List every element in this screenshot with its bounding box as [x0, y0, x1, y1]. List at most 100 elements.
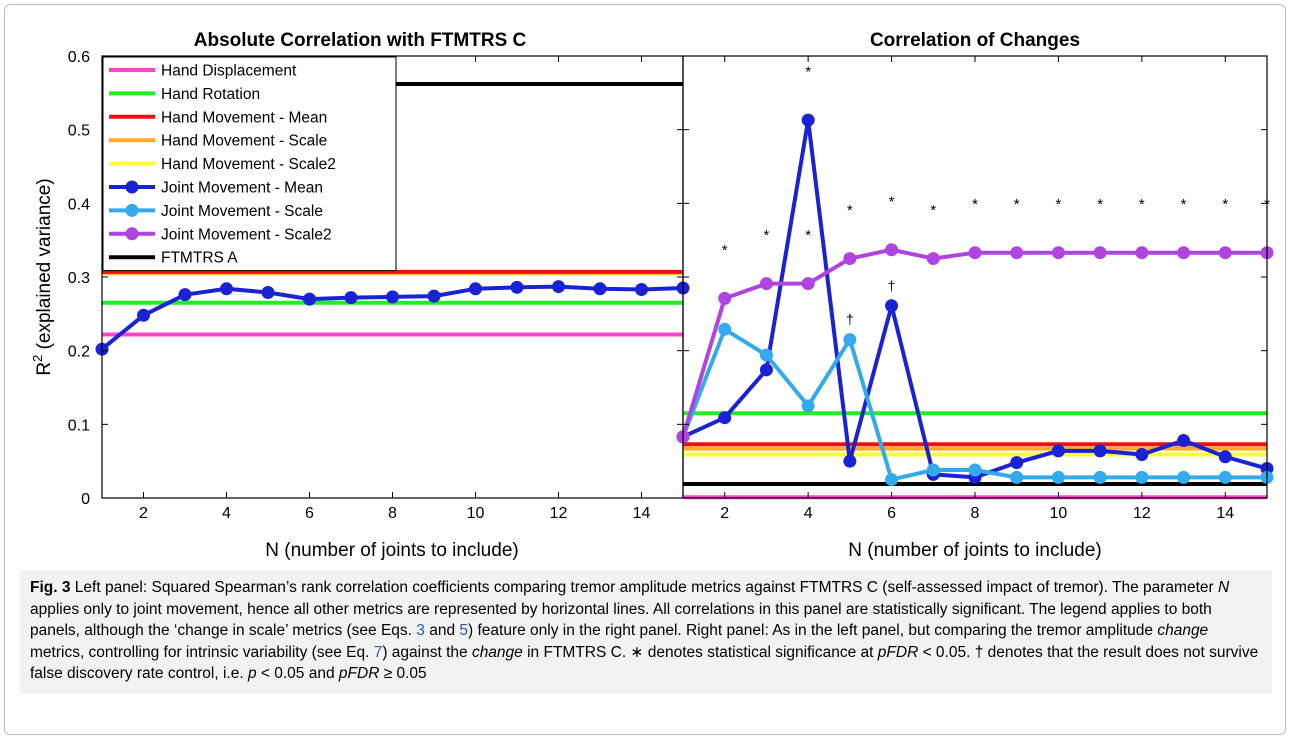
left-panel: 2 4 6 8 10 12 14 0 0.1 0.2 0.3 0.4 0.5 0.6: [68, 49, 690, 522]
significance-asterisk: *: [805, 64, 811, 81]
right-point-joint-movement-scale: [1051, 470, 1065, 484]
caption-text: in FTMTRS C. ∗ denotes statistical signi…: [522, 643, 878, 661]
right-x-tick-label: 12: [1133, 505, 1151, 522]
left-x-axis-label: N (number of joints to include): [265, 540, 518, 561]
right-plot-area: [683, 56, 1267, 498]
significance-asterisk: *: [889, 193, 895, 210]
significance-asterisk: *: [972, 196, 978, 213]
significance-asterisk: *: [805, 227, 811, 244]
dagger-marker: †: [888, 277, 896, 293]
y-axis-label: R2 (explained variance): [30, 178, 55, 375]
legend-label-hand-movement-scale2: Hand Movement - Scale2: [161, 156, 336, 173]
right-point-joint-movement-scale: [801, 399, 815, 413]
right-x-tick-label: 4: [804, 505, 813, 522]
right-point-joint-movement-mean: [1010, 456, 1024, 470]
left-x-tick-label: 14: [633, 505, 651, 522]
caption-italic-change: change: [1157, 622, 1209, 639]
figure-caption: Fig. 3 Left panel: Squared Spearman’s ra…: [20, 571, 1272, 693]
right-x-tick-label: 10: [1050, 505, 1068, 522]
equation-link-3[interactable]: 3: [416, 622, 425, 639]
caption-italic-pfdr: pFDR: [338, 665, 380, 682]
right-point-joint-movement-scale: [759, 348, 773, 362]
legend-label-ftmtrs-a: FTMTRS A: [161, 250, 238, 267]
right-point-joint-movement-mean: [885, 299, 899, 313]
right-point-joint-movement-mean: [1218, 450, 1232, 464]
y-axis-label-rest: (explained variance): [34, 178, 55, 354]
y-tick-label: 0: [81, 491, 90, 508]
left-point-joint-movement-mean: [261, 285, 275, 299]
right-point-joint-movement-scale2: [801, 277, 815, 291]
caption-italic-change: change: [471, 643, 523, 661]
legend-label-hand-rotation: Hand Rotation: [161, 86, 260, 103]
caption-text: Left panel: Squared Spearman’s rank corr…: [70, 579, 1218, 596]
y-tick-label: 0.5: [68, 123, 90, 140]
left-point-joint-movement-mean: [593, 282, 607, 296]
right-point-joint-movement-scale: [1135, 470, 1149, 484]
right-point-joint-movement-scale: [926, 463, 940, 477]
significance-asterisk: *: [1181, 196, 1187, 213]
caption-italic-n: N: [1217, 579, 1230, 596]
left-point-joint-movement-mean: [303, 292, 316, 306]
legend-label-hand-displacement: Hand Displacement: [161, 63, 297, 80]
figure-charts: 2 4 6 8 10 12 14 0 0.1 0.2 0.3 0.4 0.5 0.6 * * * * * * * * * *…: [30, 30, 1274, 561]
legend-marker-joint-movement-scale: [125, 203, 139, 217]
right-panel-title: Correlation of Changes: [870, 30, 1080, 51]
dagger-marker: †: [846, 311, 854, 327]
significance-asterisk: *: [1056, 196, 1062, 213]
right-point-joint-movement-scale: [718, 322, 732, 336]
caption-text: metrics, controlling for intrinsic varia…: [30, 643, 374, 661]
right-point-joint-movement-scale: [1177, 470, 1191, 484]
equation-link-7[interactable]: 7: [373, 643, 383, 661]
left-point-joint-movement-mean: [137, 308, 150, 322]
right-point-joint-movement-mean: [1135, 448, 1149, 462]
legend-label-hand-movement-scale: Hand Movement - Scale: [161, 133, 327, 150]
left-x-tick-label: 10: [467, 505, 485, 522]
significance-asterisk: *: [1139, 196, 1145, 213]
figure-number: Fig. 3: [30, 579, 71, 596]
significance-asterisk: *: [764, 227, 770, 244]
legend-label-joint-movement-mean: Joint Movement - Mean: [161, 180, 323, 197]
right-point-joint-movement-mean: [1177, 434, 1191, 448]
right-point-joint-movement-mean: [759, 363, 773, 377]
left-x-tick-label: 4: [222, 505, 231, 522]
right-point-joint-movement-mean: [801, 113, 815, 127]
right-panel: ** ***** * * * * * * * *††2 4 6 8 10 12 14: [676, 55, 1274, 522]
y-tick-label: 0.6: [68, 49, 90, 66]
right-point-joint-movement-mean: [1051, 444, 1065, 458]
legend-label-hand-movement-mean: Hand Movement - Mean: [161, 109, 327, 126]
right-point-joint-movement-scale2: [1010, 246, 1024, 260]
right-point-joint-movement-scale2: [1218, 246, 1232, 260]
y-axis-label-main: R: [34, 362, 55, 376]
left-point-joint-movement-mean: [510, 280, 524, 294]
right-point-joint-movement-scale2: [1177, 246, 1191, 260]
equation-link-5[interactable]: 5: [459, 622, 469, 639]
legend: Hand Displacement Hand Rotation Hand Movem…: [102, 56, 397, 272]
left-x-tick-label: 12: [550, 505, 568, 522]
right-point-joint-movement-scale: [885, 473, 899, 487]
legend-marker-joint-movement-scale2: [125, 227, 139, 241]
left-point-joint-movement-mean: [386, 290, 399, 304]
significance-asterisk: *: [722, 242, 728, 259]
right-point-joint-movement-mean: [843, 454, 857, 468]
left-point-joint-movement-mean: [427, 289, 441, 303]
left-point-joint-movement-mean: [635, 283, 648, 297]
caption-text: ) feature only in the right panel. Right…: [468, 622, 1158, 639]
right-x-axis-label: N (number of joints to include): [848, 540, 1101, 561]
caption-text: and: [424, 622, 460, 639]
right-point-joint-movement-scale2: [759, 277, 773, 291]
right-point-joint-movement-mean: [1093, 444, 1107, 458]
right-point-joint-movement-scale2: [843, 252, 857, 266]
right-point-joint-movement-scale: [1093, 470, 1107, 484]
significance-asterisk: *: [847, 202, 853, 219]
significance-asterisk: *: [1222, 196, 1228, 213]
left-point-joint-movement-mean: [344, 291, 358, 305]
left-x-tick-label: 2: [139, 505, 148, 522]
caption-italic-p: p: [247, 665, 257, 682]
significance-asterisk: *: [1014, 196, 1020, 213]
right-x-tick-label: 14: [1216, 505, 1234, 522]
caption-text: ) against the: [382, 643, 472, 661]
y-tick-label: 0.3: [68, 270, 90, 287]
y-axis-label-superscript: 2: [30, 355, 45, 362]
legend-label-joint-movement-scale: Joint Movement - Scale: [161, 203, 323, 220]
left-x-tick-label: 8: [388, 505, 397, 522]
